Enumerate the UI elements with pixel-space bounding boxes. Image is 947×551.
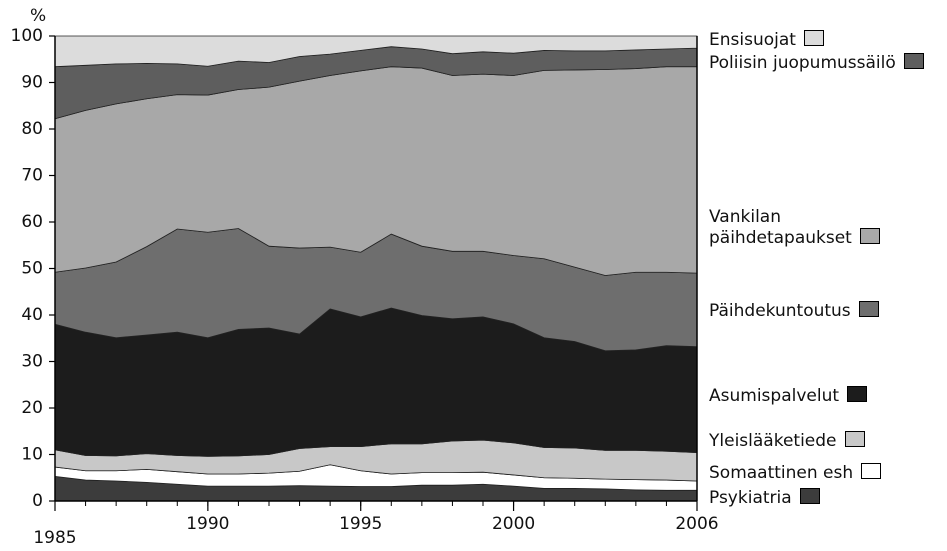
legend-label: Päihdekuntoutus xyxy=(709,301,851,321)
legend-item: Vankilan päihdetapaukset xyxy=(709,207,919,249)
y-tick-label: 10 xyxy=(21,445,43,465)
y-tick-label: 50 xyxy=(21,259,43,279)
legend-item: Yleislääketiede xyxy=(709,431,865,452)
y-tick-label: 60 xyxy=(21,212,43,232)
x-tick-label: 2006 xyxy=(675,514,718,534)
legend-swatch xyxy=(799,488,820,504)
legend-label: Vankilan päihdetapaukset xyxy=(709,207,852,248)
y-tick-label: 40 xyxy=(21,305,43,325)
legend-swatch xyxy=(903,53,924,69)
x-tick-label: 1985 xyxy=(33,528,76,548)
legend-swatch xyxy=(803,30,824,46)
x-tick-label: 1990 xyxy=(186,514,229,534)
y-tick-label: 100 xyxy=(11,26,43,46)
legend-item: Päihdekuntoutus xyxy=(709,301,879,322)
legend-swatch xyxy=(844,431,865,447)
legend-item: Psykiatria xyxy=(709,488,820,509)
legend-label: Asumispalvelut xyxy=(709,386,840,406)
legend-swatch xyxy=(858,301,879,317)
legend-label: Yleislääketiede xyxy=(709,431,837,451)
x-tick-label: 1995 xyxy=(339,514,382,534)
legend-label: Ensisuojat xyxy=(709,30,796,50)
legend-item: Poliisin juopumussäilö xyxy=(709,53,924,74)
y-tick-label: 80 xyxy=(21,119,43,139)
legend-swatch xyxy=(859,228,880,244)
x-tick-label: 2000 xyxy=(492,514,535,534)
y-tick-label: 70 xyxy=(21,166,43,186)
legend-label: Psykiatria xyxy=(709,488,792,508)
legend-item: Ensisuojat xyxy=(709,30,824,51)
y-tick-label: 20 xyxy=(21,398,43,418)
y-tick-label: 30 xyxy=(21,352,43,372)
y-tick-label: 0 xyxy=(32,491,43,511)
y-tick-label: 90 xyxy=(21,73,43,93)
legend-swatch xyxy=(847,386,868,402)
y-axis-label: % xyxy=(30,6,46,26)
legend-item: Asumispalvelut xyxy=(709,386,868,407)
legend-swatch xyxy=(861,463,882,479)
legend-label: Somaattinen esh xyxy=(709,463,854,483)
legend-label: Poliisin juopumussäilö xyxy=(709,53,896,73)
legend-item: Somaattinen esh xyxy=(709,463,882,484)
